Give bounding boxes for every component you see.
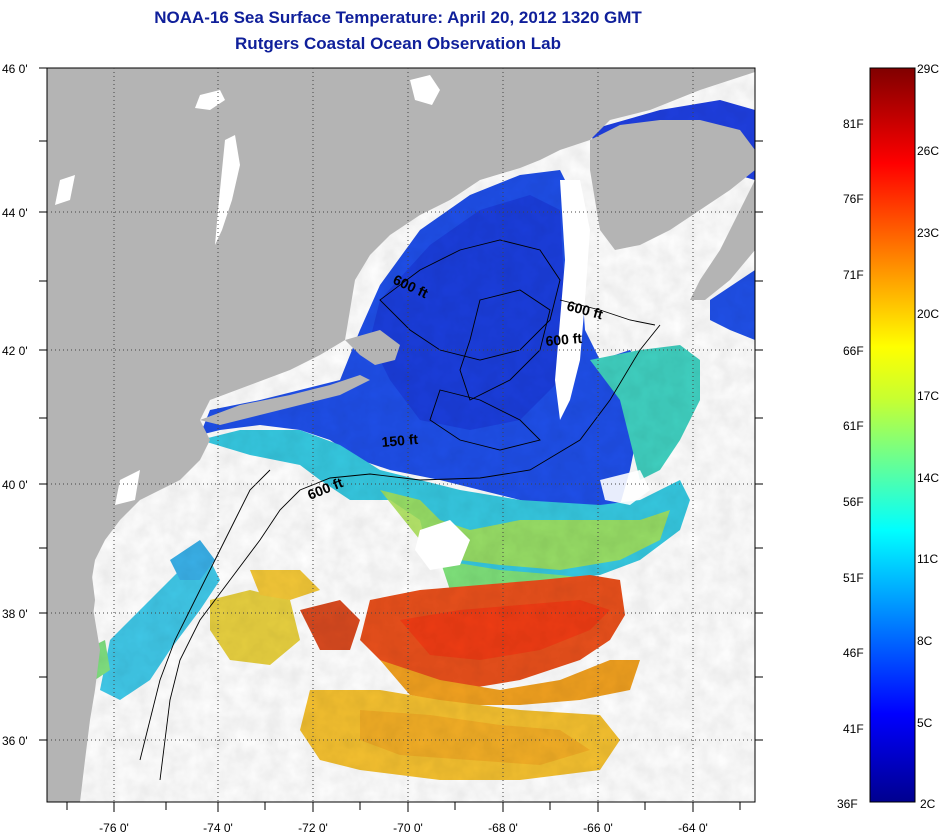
lat-label: 42 0' (2, 344, 28, 358)
colorbar-f-label: 46F (843, 646, 864, 660)
lat-label: 40 0' (2, 478, 28, 492)
lat-label: 46 0' (2, 62, 28, 76)
celsius-labels: 29C 26C 23C 20C 17C 14C 11C 8C 5C 2C (917, 62, 939, 811)
colorbar-c-label: 17C (917, 389, 939, 403)
lon-label: -74 0' (203, 821, 233, 835)
colorbar-f-label: 81F (843, 117, 864, 131)
colorbar-f-label: 61F (843, 419, 864, 433)
colorbar-c-label: 8C (917, 634, 933, 648)
color-scale-bar: 81F 76F 71F 66F 61F 56F 51F 46F 41F 36F … (837, 62, 939, 811)
colorbar-c-label: 20C (917, 307, 939, 321)
land (47, 68, 755, 802)
colorbar-c-label: 5C (917, 716, 933, 730)
colorbar-c-label: 29C (917, 62, 939, 76)
colorbar-c-label: 11C (917, 552, 938, 566)
colorbar-f-label: 66F (843, 344, 864, 358)
colorbar-f-label: 56F (843, 495, 864, 509)
cloud-mask (415, 180, 650, 570)
map-title: NOAA-16 Sea Surface Temperature: April 2… (154, 8, 642, 27)
map-subtitle: Rutgers Coastal Ocean Observation Lab (235, 34, 561, 53)
colorbar-c-label: 2C (920, 797, 936, 811)
longitude-labels: -76 0' -74 0' -72 0' -70 0' -68 0' -66 0… (99, 821, 708, 835)
lon-label: -66 0' (583, 821, 613, 835)
colorbar-f-label: 36F (837, 797, 858, 811)
colorbar-c-label: 14C (917, 471, 939, 485)
lon-label: -68 0' (488, 821, 518, 835)
lat-label: 44 0' (2, 206, 28, 220)
colorbar-f-label: 71F (843, 268, 864, 282)
contour-label: 150 ft (381, 431, 419, 450)
lon-label: -72 0' (298, 821, 328, 835)
colorbar-c-label: 26C (917, 144, 939, 158)
lon-label: -70 0' (393, 821, 423, 835)
colorbar-c-label: 23C (917, 226, 939, 240)
lon-label: -64 0' (678, 821, 708, 835)
lon-label: -76 0' (99, 821, 129, 835)
lat-label: 36 0' (2, 734, 28, 748)
map-frame (46, 67, 756, 803)
colorbar-f-label: 51F (843, 571, 864, 585)
colorbar-f-label: 76F (843, 192, 864, 206)
lat-label: 38 0' (2, 607, 28, 621)
contour-label: 600 ft (545, 330, 583, 349)
fahrenheit-labels: 81F 76F 71F 66F 61F 56F 51F 46F 41F 36F (837, 117, 864, 811)
colorbar-f-label: 41F (843, 722, 864, 736)
latitude-labels: 46 0' 44 0' 42 0' 40 0' 38 0' 36 0' (2, 62, 28, 748)
tick-marks (39, 67, 763, 812)
